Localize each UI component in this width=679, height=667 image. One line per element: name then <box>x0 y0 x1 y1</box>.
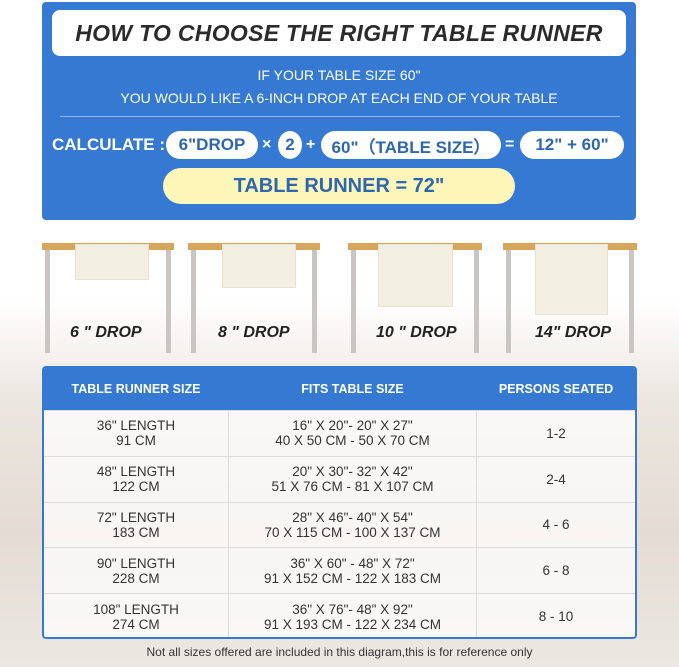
runner-size-cell: 48" LENGTH 122 CM <box>44 457 228 502</box>
times-sign: × <box>262 136 272 153</box>
calculate-label: CALCULATE : <box>52 135 165 154</box>
length-in: 48" LENGTH <box>96 464 176 480</box>
table-illustration-10 <box>348 243 482 353</box>
table-illustration-14 <box>503 243 637 353</box>
length-cm: 274 CM <box>112 616 160 632</box>
size-table: TABLE RUNNER SIZE FITS TABLE SIZE PERSON… <box>42 366 637 639</box>
table-row: 48" LENGTH 122 CM 20" X 30"- 32" X 42" 51 … <box>44 455 635 502</box>
fits-in: 20" X 30"- 32" X 42" <box>292 464 413 480</box>
table-row: 72" LENGTH 183 CM 28" X 46"- 40" X 54" 70 … <box>44 501 635 548</box>
fits-size-cell: 28" X 46"- 40" X 54" 70 X 115 CM - 100 X … <box>228 502 477 548</box>
length-in: 72" LENGTH <box>96 509 176 525</box>
length-in: 108" LENGTH <box>93 601 179 617</box>
fits-size-cell: 16" X 20"- 20" X 27" 40 X 50 CM - 50 X 70… <box>228 411 477 456</box>
factor-pill: 2 <box>278 131 302 159</box>
fits-cm: 40 X 50 CM - 50 X 70 CM <box>275 433 430 449</box>
drop-label: 14" DROP <box>535 324 612 341</box>
drop-label: 6 " DROP <box>70 324 142 341</box>
footnote: Not all sizes offered are included in th… <box>146 645 533 659</box>
fits-cm: 91 X 152 CM - 122 X 183 CM <box>263 570 442 586</box>
table-header: TABLE RUNNER SIZE FITS TABLE SIZE PERSON… <box>44 368 635 410</box>
fits-size-cell: 20" X 30"- 32" X 42" 51 X 76 CM - 81 X 10… <box>228 456 477 502</box>
runner-size-cell: 90" LENGTH 228 CM <box>44 548 228 593</box>
length-cm: 91 CM <box>116 433 156 449</box>
runner-size-cell: 36" LENGTH 91 CM <box>44 411 228 456</box>
fits-in: 36" X 76"- 48" X 92" <box>292 601 413 617</box>
length-cm: 183 CM <box>112 524 160 540</box>
result-pill: TABLE RUNNER = 72" <box>163 168 515 204</box>
fits-in: 16" X 20"- 20" X 27" <box>292 418 413 434</box>
runner-size-cell: 72" LENGTH 183 CM <box>44 503 228 548</box>
length-in: 36" LENGTH <box>96 418 176 434</box>
table-illustration-8 <box>188 243 320 353</box>
header-fits-table-size: FITS TABLE SIZE <box>301 382 404 396</box>
divider <box>60 116 620 117</box>
seated-cell: 6 - 8 <box>542 563 570 579</box>
table-row: 108" LENGTH 274 CM 36" X 76"- 48" X 92" 91… <box>44 593 635 637</box>
header-persons-seated: PERSONS SEATED <box>498 382 614 396</box>
drop-pill: 6"DROP <box>166 131 258 159</box>
table-illustration-6 <box>42 243 174 353</box>
equals-sign: = <box>505 136 515 153</box>
plus-sign: + <box>306 136 316 153</box>
length-in: 90" LENGTH <box>96 555 176 571</box>
fits-in: 28" X 46"- 40" X 54" <box>292 509 413 525</box>
table-row: 36" LENGTH 91 CM 16" X 20"- 20" X 27" 40 X… <box>44 410 635 456</box>
header-runner-size: TABLE RUNNER SIZE <box>71 382 201 396</box>
drop-label: 8 " DROP <box>218 324 290 341</box>
intro-line-1: IF YOUR TABLE SIZE 60" <box>257 67 421 83</box>
seated-cell: 8 - 10 <box>538 609 574 625</box>
fits-size-cell: 36" X 60" - 48" X 72" 91 X 152 CM - 122 X… <box>228 548 477 594</box>
fits-cm: 91 X 193 CM - 122 X 234 CM <box>263 616 442 632</box>
table-row: 90" LENGTH 228 CM 36" X 60" - 48" X 72" 91… <box>44 547 635 594</box>
seated-cell: 2-4 <box>546 471 566 487</box>
fits-size-cell: 36" X 76"- 48" X 92" 91 X 193 CM - 122 X … <box>228 594 477 637</box>
fits-cm: 51 X 76 CM - 81 X 107 CM <box>271 479 434 495</box>
seated-cell: 4 - 6 <box>542 517 570 533</box>
drop-label: 10 " DROP <box>376 324 457 341</box>
table-size-pill: 60"（TABLE SIZE） <box>321 131 501 159</box>
fits-cm: 70 X 115 CM - 100 X 137 CM <box>264 524 441 540</box>
sum-pill: 12" + 60" <box>520 131 624 159</box>
seated-cell: 1-2 <box>546 425 566 441</box>
intro-line-2: YOU WOULD LIKE A 6-INCH DROP AT EACH END… <box>120 90 558 106</box>
page-title: HOW TO CHOOSE THE RIGHT TABLE RUNNER <box>52 10 626 56</box>
fits-in: 36" X 60" - 48" X 72" <box>290 555 415 571</box>
length-cm: 228 CM <box>112 570 160 586</box>
runner-size-cell: 108" LENGTH 274 CM <box>44 594 228 637</box>
length-cm: 122 CM <box>112 479 160 495</box>
